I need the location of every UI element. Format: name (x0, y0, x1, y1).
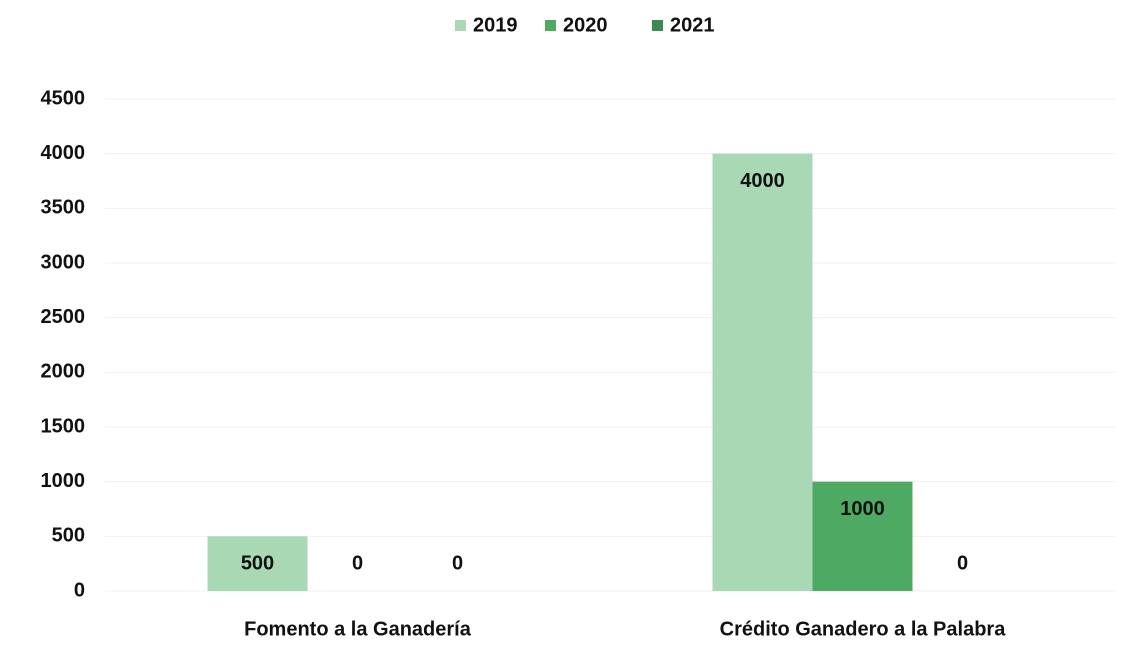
legend-swatch (545, 20, 556, 31)
y-tick-label: 0 (74, 579, 85, 601)
legend-swatch (652, 20, 663, 31)
y-tick-label: 1500 (41, 415, 86, 437)
bar (207, 536, 308, 591)
y-tick-label: 4500 (41, 87, 86, 109)
legend-label: 2021 (670, 14, 715, 36)
x-tick-label: Fomento a la Ganadería (244, 618, 472, 640)
bar (812, 481, 913, 591)
bar (712, 153, 813, 591)
y-tick-label: 500 (52, 525, 85, 547)
data-label: 0 (452, 552, 463, 574)
data-label: 4000 (740, 170, 785, 192)
data-label: 500 (241, 552, 274, 574)
legend-label: 2019 (473, 14, 518, 36)
legend-swatch (455, 20, 466, 31)
x-tick-label: Crédito Ganadero a la Palabra (720, 618, 1007, 640)
y-tick-label: 2000 (41, 361, 86, 383)
legend-label: 2020 (563, 14, 608, 36)
y-tick-label: 3500 (41, 197, 86, 219)
y-tick-label: 4000 (41, 142, 86, 164)
data-label: 1000 (840, 498, 885, 520)
y-tick-label: 3000 (41, 251, 86, 273)
y-tick-label: 2500 (41, 306, 86, 328)
y-tick-label: 1000 (41, 470, 86, 492)
data-label: 0 (957, 552, 968, 574)
data-label: 0 (352, 552, 363, 574)
